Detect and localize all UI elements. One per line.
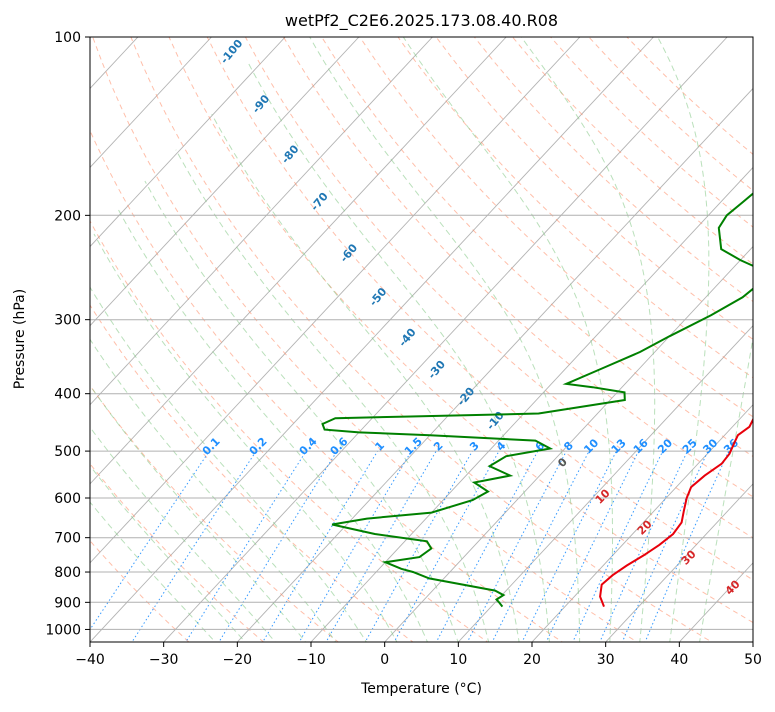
mixing-ratio-label: 0.2	[247, 435, 270, 458]
isotherm-label: -70	[308, 190, 331, 214]
dry-adiabat-line	[269, 10, 775, 654]
mixing-ratio-line	[292, 451, 411, 654]
mixing-ratio-line	[617, 451, 708, 654]
isotherm-label: -80	[279, 142, 302, 166]
dry-adiabat-line	[0, 10, 429, 654]
y-tick-label: 900	[54, 595, 81, 611]
isotherm-label: -100	[218, 37, 246, 67]
mixing-ratio-line	[517, 451, 617, 654]
moist-adiabat-label: 10	[593, 486, 613, 506]
y-tick-label: 600	[54, 491, 81, 507]
dry-adiabat-line	[417, 10, 775, 654]
moist-adiabat-line	[4, 336, 256, 654]
mixing-ratio-label: 0.4	[297, 435, 320, 458]
isotherm-label: -40	[396, 326, 419, 350]
mixing-ratio-line	[541, 451, 639, 654]
moist-adiabat-line	[698, 37, 775, 654]
mixing-ratio-label: 1.5	[402, 435, 425, 458]
isotherm-line	[0, 37, 506, 642]
background-lines	[0, 10, 775, 654]
x-tick-label: −20	[223, 652, 253, 668]
mixing-ratio-line	[212, 451, 337, 654]
dry-adiabat-line	[0, 10, 353, 654]
moist-adiabat-line	[94, 234, 403, 654]
y-tick-label: 100	[54, 30, 81, 46]
moist-adiabat-line	[145, 181, 462, 654]
isotherm-line	[237, 37, 775, 642]
mixing-ratio-label: 25	[680, 436, 700, 456]
mixing-ratio-line	[74, 451, 209, 654]
mixing-ratio-label: 0.1	[200, 435, 223, 458]
y-tick-label: 700	[54, 531, 81, 547]
y-tick-label: 1000	[45, 622, 81, 638]
isotherm-label: -50	[367, 285, 390, 309]
x-tick-label: 30	[597, 652, 615, 668]
y-axis: 100 200 300 400 500 600 700 800 900 1000	[45, 30, 90, 638]
mixing-ratio-line	[256, 451, 378, 654]
moist-adiabat-label: 40	[723, 577, 743, 597]
dry-adiabat-line	[0, 10, 278, 654]
mixing-ratio-label: 20	[655, 436, 675, 456]
isotherm-line	[16, 37, 580, 642]
x-tick-label: −30	[149, 652, 179, 668]
x-tick-label: −40	[75, 652, 105, 668]
isotherm-line	[0, 37, 64, 642]
x-axis: −40 −30 −20 −10 0 10 20 30 40 50	[75, 642, 762, 668]
isotherm-line	[753, 37, 775, 642]
dry-adiabat-line	[0, 10, 202, 654]
y-axis-label: Pressure (hPa)	[12, 289, 28, 389]
y-tick-label: 200	[54, 208, 81, 224]
temperature-line	[600, 37, 775, 607]
moist-adiabat-label: 20	[635, 517, 655, 537]
isotherm-label: -60	[337, 241, 360, 265]
mixing-ratio-label: 36	[721, 436, 741, 456]
isotherm-line	[90, 37, 654, 642]
moist-adiabat-line	[403, 37, 612, 654]
isotherm-line	[0, 37, 212, 642]
isotherm-line	[0, 37, 359, 642]
mixing-ratio-line	[359, 451, 473, 654]
x-tick-label: −10	[296, 652, 326, 668]
isotherm-label: -30	[425, 358, 448, 382]
y-tick-label: 800	[54, 565, 81, 581]
dry-adiabat-line	[306, 10, 775, 654]
dry-adiabat-line	[380, 10, 775, 654]
chart-title: wetPf2_C2E6.2025.173.08.40.R08	[285, 11, 558, 31]
mixing-ratio-label: 0.6	[328, 435, 351, 458]
isotherm-line	[679, 37, 775, 642]
x-tick-label: 50	[744, 652, 762, 668]
x-tick-label: 10	[449, 652, 467, 668]
mixing-ratio-line	[124, 451, 256, 654]
x-axis-label: Temperature (°C)	[360, 681, 482, 697]
x-tick-label: 0	[380, 652, 389, 668]
y-tick-label: 400	[54, 387, 81, 403]
isotherm-label: -10	[484, 409, 507, 433]
mixing-ratio-label: 10	[581, 436, 601, 456]
x-tick-label: 40	[670, 652, 688, 668]
mixing-ratio-label: 13	[609, 436, 629, 456]
isotherm-line	[164, 37, 728, 642]
moist-adiabat-line	[0, 352, 226, 654]
mixing-ratio-label: 30	[700, 436, 720, 456]
x-tick-label: 20	[523, 652, 541, 668]
moist-adiabat-line	[73, 257, 374, 654]
dry-adiabat-line	[454, 10, 775, 654]
y-tick-label: 500	[54, 444, 81, 460]
moist-adiabat-line	[56, 283, 344, 654]
y-tick-label: 300	[54, 313, 81, 329]
isotherm-label: -90	[250, 92, 273, 116]
